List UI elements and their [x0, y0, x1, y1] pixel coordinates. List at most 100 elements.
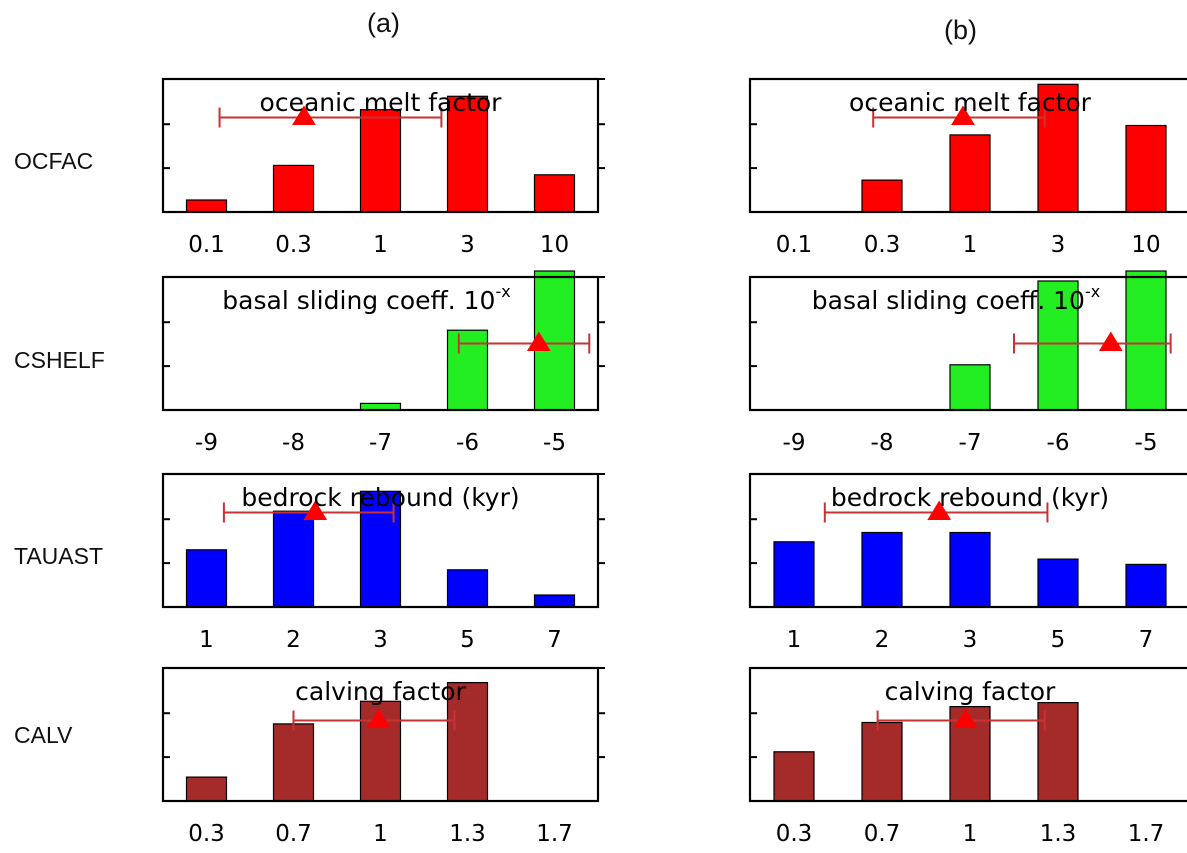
bar-3: [949, 531, 991, 608]
chart-title: bedrock rebound (kyr): [831, 483, 1109, 512]
chart-b-tauast: bedrock rebound (kyr) 1 2 3 5 7: [748, 472, 1187, 653]
chart-title-superscript: -x: [1085, 282, 1100, 301]
bar-1: [185, 549, 228, 608]
x-tick-label: -9: [195, 430, 218, 456]
chart-title-text: calving factor: [295, 677, 466, 706]
plot-frame: [161, 77, 600, 214]
chart-a-tauast: bedrock rebound (kyr) 1 2 3 5 7: [161, 472, 605, 653]
x-tick-label: 7: [1139, 627, 1154, 653]
bar-2: [272, 510, 315, 608]
chart-title: bedrock rebound (kyr): [241, 483, 519, 512]
bar-1: [773, 541, 815, 608]
x-tick-label: 0.7: [275, 821, 312, 847]
x-tick-label: 0.3: [864, 232, 901, 258]
x-tick-label: 0.1: [776, 232, 813, 258]
x-tick-label: 2: [286, 627, 301, 653]
chart-a-cshelf: basal sliding coeff. 10-x -9 -8 -7 -6 -5: [161, 270, 605, 456]
mean-marker: [303, 500, 328, 520]
bar-5: [446, 569, 489, 608]
x-tick-label: 3: [963, 627, 978, 653]
x-tick-label: 5: [460, 627, 475, 653]
plot-frame: [161, 666, 600, 803]
bar-0.3: [773, 751, 815, 802]
x-tick-label: 1: [963, 232, 978, 258]
bar-7: [533, 594, 576, 608]
x-tick-label: -5: [543, 430, 566, 456]
plot-frame: [748, 275, 1187, 412]
x-tick-label: -5: [1135, 430, 1158, 456]
x-tick-label: -7: [369, 430, 392, 456]
chart-title: oceanic melt factor: [849, 88, 1092, 117]
chart-title: calving factor: [885, 677, 1056, 706]
x-tick-label: 1.7: [1128, 821, 1165, 847]
panel-label-b: (b): [944, 15, 977, 45]
bar-0.3: [185, 776, 228, 802]
bar-3: [359, 490, 402, 608]
x-tick-label: 3: [460, 232, 475, 258]
bar-1: [949, 134, 991, 213]
chart-b-calv: calving factor 0.3 0.7 1 1.3 1.7: [748, 666, 1187, 847]
mean-marker: [927, 500, 952, 520]
chart-b-cshelf: basal sliding coeff. 10-x -9 -8 -7 -6 -5: [748, 270, 1187, 456]
x-tick-label: 0.1: [188, 232, 225, 258]
mean-marker: [1098, 331, 1123, 351]
chart-title-text: calving factor: [885, 677, 1056, 706]
x-tick-label: 5: [1051, 627, 1066, 653]
x-tick-label: 1: [787, 627, 802, 653]
row-label-tauast: TAUAST: [14, 543, 104, 569]
x-tick-label: 1.7: [536, 821, 573, 847]
x-tick-label: 3: [373, 627, 388, 653]
x-tick-label: 0.3: [776, 821, 813, 847]
bar-3: [446, 95, 489, 213]
bar-0.3: [861, 179, 903, 213]
x-tick-label: -8: [871, 430, 894, 456]
x-tick-label: -6: [1047, 430, 1070, 456]
bar-0.7: [861, 721, 903, 802]
chart-title-superscript: -x: [495, 282, 510, 301]
chart-title-text: oceanic melt factor: [849, 88, 1092, 117]
x-tick-label: -7: [959, 430, 982, 456]
x-tick-label: -6: [456, 430, 479, 456]
plot-frame: [748, 666, 1187, 803]
row-label-ocfac: OCFAC: [14, 148, 94, 174]
x-tick-label: 10: [1131, 232, 1160, 258]
chart-title-text: basal sliding coeff. 10: [222, 286, 495, 315]
x-tick-label: 10: [540, 232, 569, 258]
chart-title: oceanic melt factor: [260, 88, 503, 117]
mean-marker: [953, 708, 978, 728]
bar-5: [1037, 558, 1079, 608]
x-tick-label: 1.3: [1040, 821, 1077, 847]
x-tick-label: 1: [963, 821, 978, 847]
bar-10: [1125, 124, 1167, 213]
x-tick-label: 1: [373, 232, 388, 258]
panel-label-a: (a): [367, 8, 400, 38]
chart-title-text: bedrock rebound (kyr): [831, 483, 1109, 512]
x-tick-label: 1: [199, 627, 214, 653]
chart-title-text: basal sliding coeff. 10: [812, 286, 1085, 315]
bar-10: [533, 174, 576, 213]
chart-a-calv: calving factor 0.3 0.7 1 1.3 1.7: [161, 666, 605, 847]
bar--7: [949, 364, 991, 411]
bar-2: [861, 531, 903, 608]
plot-frame: [748, 472, 1187, 609]
bar--6: [1037, 280, 1079, 411]
bar--6: [446, 329, 489, 411]
x-tick-label: 0.3: [188, 821, 225, 847]
chart-title-text: oceanic melt factor: [260, 88, 503, 117]
x-tick-label: 2: [875, 627, 890, 653]
chart-a-ocfac: oceanic melt factor 0.1 0.3 1 3 10: [161, 77, 605, 258]
mean-marker: [526, 331, 551, 351]
chart-title: basal sliding coeff. 10-x: [222, 282, 510, 315]
plot-frame: [161, 472, 600, 609]
row-label-calv: CALV: [14, 722, 73, 748]
x-tick-label: 0.7: [864, 821, 901, 847]
plot-frame: [748, 77, 1187, 214]
bar--5: [1125, 270, 1167, 411]
bar-0.3: [272, 164, 315, 213]
bar-0.7: [272, 723, 315, 802]
chart-title: basal sliding coeff. 10-x: [812, 282, 1100, 315]
bar-1.3: [446, 681, 489, 802]
x-tick-label: -8: [282, 430, 305, 456]
plot-frame: [161, 275, 600, 412]
